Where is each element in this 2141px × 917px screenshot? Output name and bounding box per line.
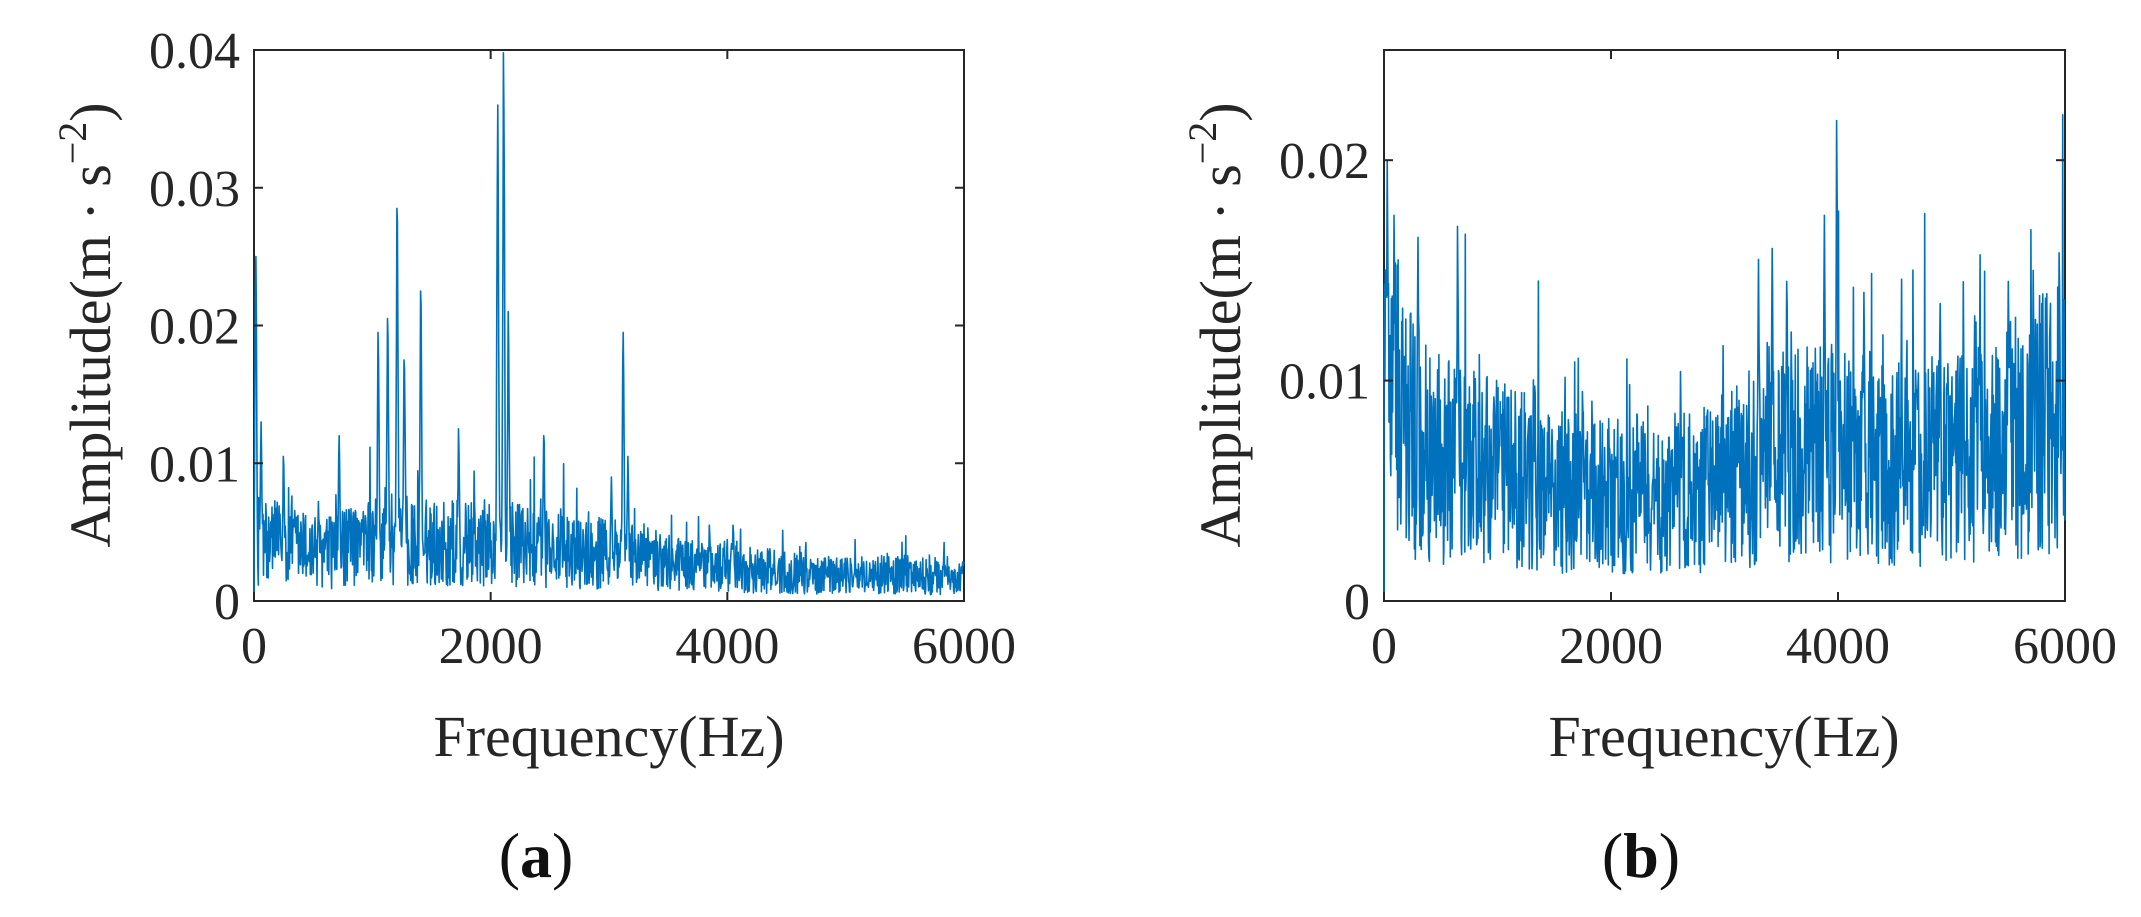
x-tick-label-b: 2000 — [1559, 618, 1663, 675]
ticks-a: 0 2000 4000 6000 0 0.01 0.02 0.03 0.04 — [149, 23, 1016, 675]
x-tick-label-a: 2000 — [439, 618, 543, 675]
y-tick-label-b: 0 — [1344, 574, 1370, 631]
y-axis-label-a: Amplitude(m · s−2) — [50, 102, 123, 547]
subplot-label-b-close: ) — [1659, 820, 1680, 891]
y-axis-label-b: Amplitude(m · s−2) — [1180, 102, 1253, 547]
spectrum-line-b — [1383, 114, 2066, 601]
spectrum-line-a — [253, 52, 965, 601]
x-axis-label-a: Frequency(Hz) — [433, 704, 784, 769]
series-a — [253, 52, 965, 601]
series-b — [1383, 114, 2066, 601]
y-tick-label-a: 0.02 — [149, 299, 240, 356]
y-tick-label-a: 0.03 — [149, 161, 240, 218]
y-axis-label-a-sup: −2 — [50, 122, 95, 165]
y-tick-label-a: 0.01 — [149, 436, 240, 493]
y-axis-label-b-close: ) — [1188, 102, 1253, 121]
y-tick-label-b: 0.01 — [1279, 354, 1370, 411]
subplot-label-a: (a) — [499, 820, 574, 891]
x-tick-label-a: 0 — [241, 618, 267, 675]
x-axis-label-b: Frequency(Hz) — [1548, 704, 1899, 769]
y-axis-label-b-main: Amplitude(m · s — [1188, 164, 1253, 547]
x-tick-label-b: 0 — [1371, 618, 1397, 675]
panel-a: 0 2000 4000 6000 0 0.01 0.02 0.03 0.04 Frequency… — [50, 23, 1016, 891]
x-tick-label-a: 4000 — [675, 618, 779, 675]
subplot-label-b: (b) — [1602, 820, 1680, 891]
y-axis-label-b-sup: −2 — [1180, 122, 1225, 165]
subplot-label-b-open: ( — [1602, 820, 1623, 891]
plot-frame-a — [253, 49, 965, 602]
y-axis-label-a-main: Amplitude(m · s — [58, 164, 123, 547]
subplot-label-a-letter: a — [520, 820, 552, 891]
x-tick-label-a: 6000 — [912, 618, 1016, 675]
x-tick-label-b: 6000 — [2013, 618, 2117, 675]
subplot-label-a-open: ( — [499, 820, 520, 891]
y-tick-label-b: 0.02 — [1279, 133, 1370, 190]
y-axis-label-a-close: ) — [58, 102, 123, 121]
x-tick-label-b: 4000 — [1786, 618, 1890, 675]
subplot-label-b-letter: b — [1623, 820, 1659, 891]
subplot-label-a-close: ) — [552, 820, 573, 891]
ticks-b: 0 2000 4000 6000 0 0.01 0.02 — [1279, 50, 2117, 675]
y-tick-label-a: 0.04 — [149, 23, 240, 80]
y-tick-label-a: 0 — [214, 574, 240, 631]
panel-b: 0 2000 4000 6000 0 0.01 0.02 Frequency(Hz) Amp… — [1180, 49, 2117, 891]
